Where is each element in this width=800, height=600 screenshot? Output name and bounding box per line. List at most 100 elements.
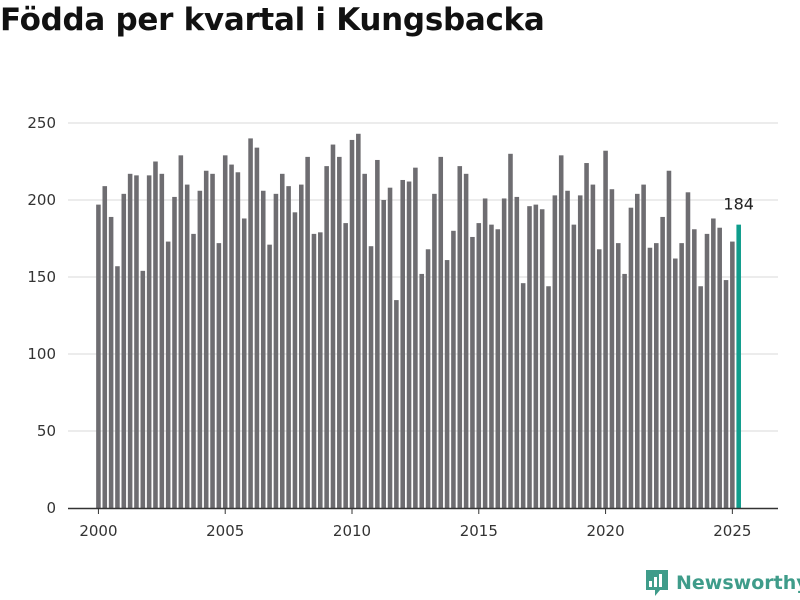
y-tick-label: 150 — [27, 268, 56, 286]
bar — [318, 232, 323, 508]
y-tick-label: 250 — [27, 114, 56, 132]
last-value-label: 184 — [723, 195, 754, 214]
bar — [457, 166, 463, 508]
bar — [406, 181, 412, 508]
bar — [96, 204, 101, 508]
bar — [685, 192, 691, 509]
bar — [596, 249, 602, 508]
bar — [419, 273, 425, 508]
bar — [533, 204, 539, 508]
bar — [609, 189, 615, 508]
y-tick-label: 50 — [37, 422, 56, 440]
bar — [362, 173, 367, 508]
bar — [558, 155, 564, 508]
brand-name: Newsworthy — [676, 572, 800, 594]
bar — [584, 163, 589, 509]
x-tick-label: 2015 — [460, 522, 498, 540]
bar — [577, 195, 583, 508]
bar — [723, 280, 729, 508]
bar — [279, 173, 285, 508]
bar — [730, 241, 735, 508]
bar — [394, 300, 399, 508]
bar — [260, 190, 266, 508]
bar — [654, 243, 659, 508]
bar — [248, 138, 253, 508]
bar — [108, 216, 114, 508]
x-axis: 2000 2005 2010 2015 2020 2025 — [68, 507, 778, 540]
bar — [115, 266, 120, 508]
bar — [603, 150, 608, 508]
bar — [381, 200, 386, 508]
bar — [444, 260, 450, 508]
bar — [273, 193, 279, 508]
bar — [216, 243, 222, 508]
bar — [292, 212, 298, 508]
bar — [172, 196, 177, 509]
bar — [254, 147, 260, 508]
bar — [717, 227, 722, 508]
bar — [552, 195, 558, 508]
bar — [134, 175, 139, 509]
bar — [375, 159, 380, 508]
bar — [102, 186, 108, 508]
newsworthy-logo: Newsworthy — [644, 568, 800, 598]
bar — [146, 175, 152, 509]
bar — [330, 144, 336, 508]
bar — [349, 139, 355, 508]
bar — [286, 186, 291, 508]
bar — [647, 247, 653, 509]
bar — [153, 161, 158, 508]
bar — [140, 270, 146, 508]
highlighted-bar — [736, 224, 741, 508]
bar — [356, 133, 361, 508]
bar — [451, 230, 456, 509]
bar — [121, 193, 127, 508]
bar — [692, 229, 697, 508]
bar — [229, 164, 234, 508]
bar — [508, 153, 513, 509]
bar — [704, 233, 710, 508]
bar — [324, 166, 329, 508]
bars — [96, 133, 741, 509]
bar — [203, 170, 209, 509]
y-tick-label: 100 — [27, 345, 56, 363]
bar — [495, 229, 501, 508]
y-tick-label: 0 — [46, 499, 56, 517]
bar — [476, 223, 482, 508]
bar — [191, 233, 196, 508]
bar — [305, 156, 310, 508]
bar — [711, 218, 716, 509]
bar — [520, 283, 526, 508]
bar — [514, 196, 520, 509]
bar — [660, 216, 665, 508]
bar — [539, 209, 545, 509]
annotations: 184 — [723, 195, 754, 214]
bar — [565, 190, 570, 508]
bar — [400, 179, 405, 509]
x-tick-label: 2000 — [79, 522, 117, 540]
bar — [267, 244, 272, 508]
bar — [159, 173, 165, 508]
bar — [241, 218, 247, 509]
bar — [387, 187, 393, 508]
bar — [482, 198, 488, 508]
bar — [127, 173, 133, 508]
bar — [489, 224, 494, 508]
bar — [679, 243, 684, 508]
bar — [463, 173, 469, 508]
bar — [628, 207, 634, 508]
bar — [432, 193, 437, 508]
bar — [666, 170, 672, 509]
bar — [425, 249, 431, 508]
x-tick-label: 2020 — [586, 522, 624, 540]
bar — [311, 233, 317, 508]
x-tick-label: 2005 — [206, 522, 244, 540]
bar — [235, 172, 241, 508]
bar — [622, 273, 627, 508]
bar — [222, 155, 228, 508]
chart-title: Födda per kvartal i Kungsbacka — [0, 2, 545, 38]
bar — [210, 173, 215, 508]
bar — [438, 156, 444, 508]
bar — [178, 155, 184, 508]
